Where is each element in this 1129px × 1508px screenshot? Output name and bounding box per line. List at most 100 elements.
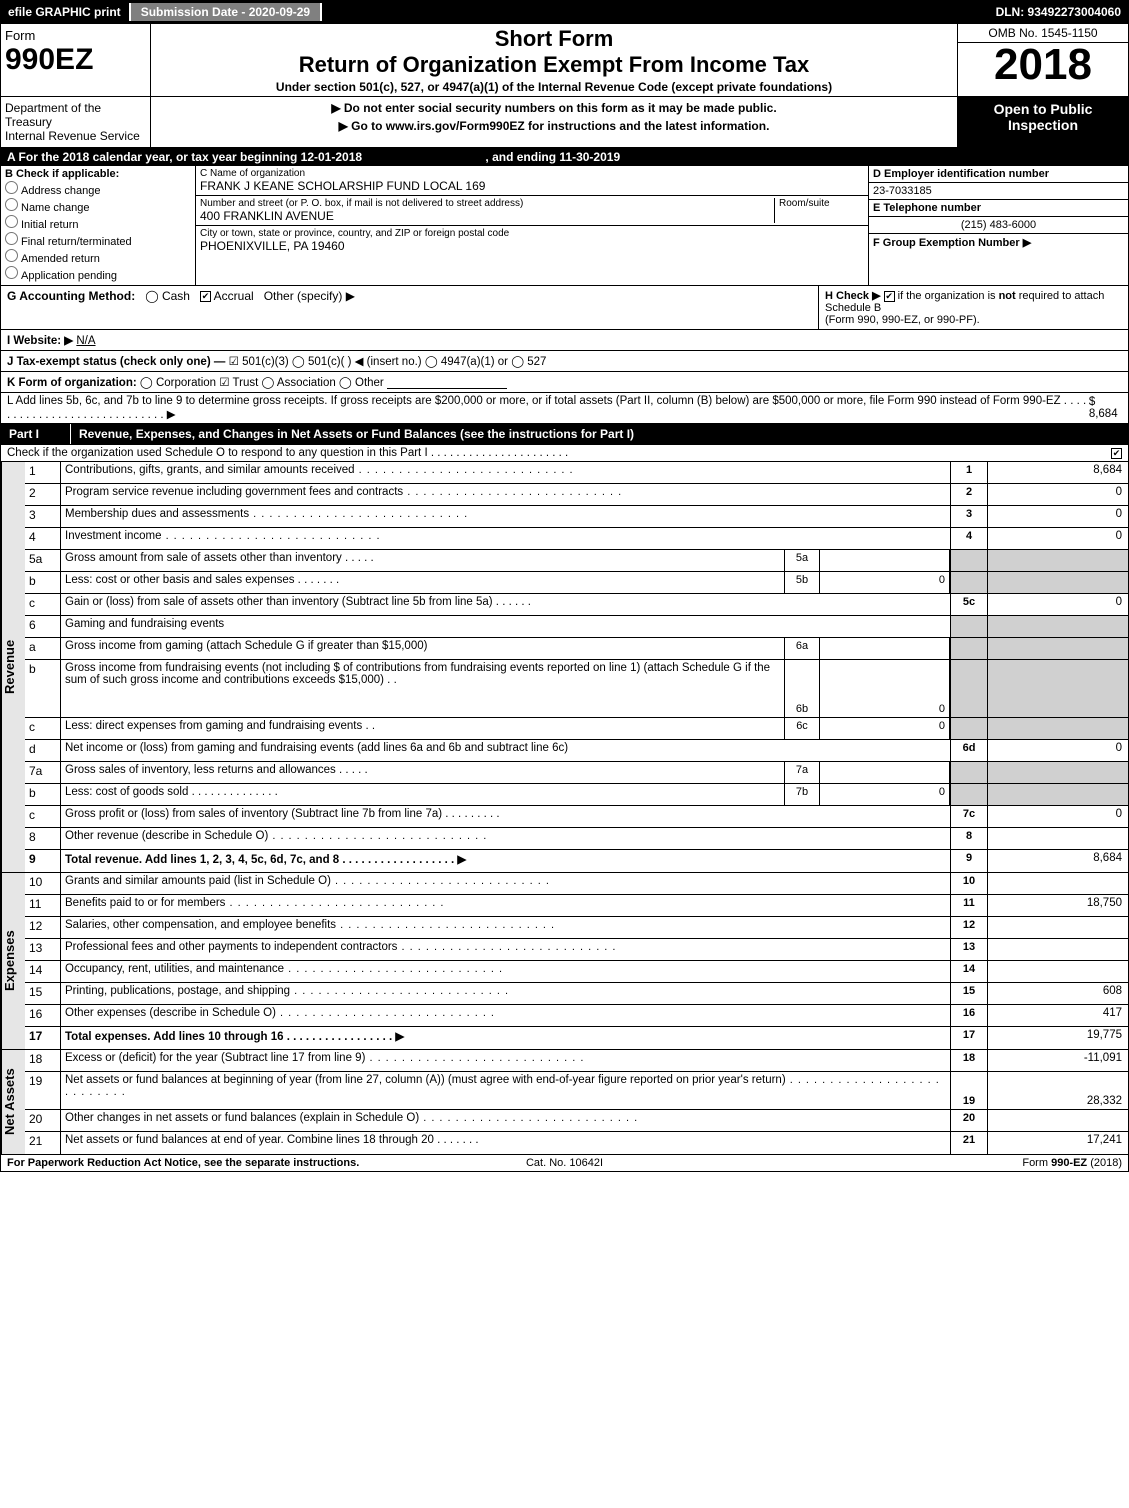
checkbox-accrual[interactable]: ✔ (200, 291, 211, 302)
amount-shaded (988, 572, 1128, 593)
efile-label[interactable]: efile GRAPHIC print (0, 3, 131, 21)
line-num: 6d (950, 740, 988, 761)
form-year-cell: OMB No. 1545-1150 2018 (958, 24, 1128, 96)
opt-final-return-label: Final return/terminated (21, 236, 132, 248)
info-block: B Check if applicable: Address change Na… (0, 166, 1129, 286)
row-desc: Gross income from fundraising events (no… (61, 660, 784, 717)
amount-cell: 0 (988, 506, 1128, 527)
row-num: a (25, 638, 61, 659)
opt-initial-return-label: Initial return (21, 219, 78, 231)
row-num: 12 (25, 917, 61, 938)
opt-application-pending-label: Application pending (21, 270, 117, 282)
row-num: 16 (25, 1005, 61, 1026)
org-name-row: C Name of organization FRANK J KEANE SCH… (196, 166, 868, 196)
row-desc-text: Other revenue (describe in Schedule O) (65, 830, 268, 842)
line-num: 3 (950, 506, 988, 527)
form-title: Return of Organization Exempt From Incom… (157, 52, 951, 78)
row-desc: Gaming and fundraising events (61, 616, 950, 637)
line-num-shaded (950, 718, 988, 739)
amount-cell (988, 961, 1128, 982)
row-num: d (25, 740, 61, 761)
opt-name-change[interactable]: Name change (5, 198, 191, 214)
instructions-cell: ▶ Do not enter social security numbers o… (151, 97, 958, 147)
sub-val: 0 (820, 718, 950, 739)
footer-center: Cat. No. 10642I (379, 1157, 751, 1169)
ein-label: D Employer identification number (869, 166, 1128, 183)
row-desc-text: Program service revenue including govern… (65, 486, 403, 498)
radio-final-return[interactable] (5, 232, 18, 245)
period-begin: A For the 2018 calendar year, or tax yea… (7, 150, 362, 164)
amount-cell (988, 939, 1128, 960)
row-desc: Total expenses. Add lines 10 through 16 … (61, 1027, 950, 1049)
line-j-label: J Tax-exempt status (check only one) — (7, 356, 225, 368)
amount-cell: 8,684 (988, 850, 1128, 872)
opt-cash[interactable]: Cash (162, 289, 190, 303)
line-num: 12 (950, 917, 988, 938)
opt-application-pending[interactable]: Application pending (5, 266, 191, 282)
city-row: City or town, state or province, country… (196, 226, 868, 255)
line-h: H Check ▶ ✔ if the organization is not r… (818, 286, 1128, 329)
amount-cell: 17,241 (988, 1132, 1128, 1154)
amount-cell (988, 1110, 1128, 1131)
radio-address-change[interactable] (5, 181, 18, 194)
row-desc: Other expenses (describe in Schedule O) (61, 1005, 950, 1026)
line-num: 8 (950, 828, 988, 849)
row-desc-text: Other expenses (describe in Schedule O) (65, 1007, 276, 1019)
line-h-text2: (Form 990, 990-EZ, or 990-PF). (825, 314, 980, 326)
line-num: 7c (950, 806, 988, 827)
line-num-shaded (950, 572, 988, 593)
goto-link[interactable]: ▶ Go to www.irs.gov/Form990EZ for instru… (155, 119, 953, 133)
revenue-rows: 1Contributions, gifts, grants, and simil… (25, 462, 1128, 872)
amount-cell: 0 (988, 484, 1128, 505)
tax-year: 2018 (958, 43, 1128, 87)
row-num: 4 (25, 528, 61, 549)
checkbox-schedule-o[interactable]: ✔ (1111, 448, 1122, 459)
section-def: D Employer identification number 23-7033… (868, 166, 1128, 285)
phone-value: (215) 483-6000 (869, 217, 1128, 234)
opt-amended-return[interactable]: Amended return (5, 249, 191, 265)
radio-application-pending[interactable] (5, 266, 18, 279)
line-j-options[interactable]: ☑ 501(c)(3) ◯ 501(c)( ) ◀ (insert no.) ◯… (229, 356, 547, 368)
line-num: 4 (950, 528, 988, 549)
opt-other[interactable]: Other (specify) ▶ (264, 289, 355, 303)
row-6b-desc1: Gross income from fundraising events (no… (65, 662, 340, 674)
line-num: 17 (950, 1027, 988, 1049)
period-end: , and ending 11-30-2019 (485, 150, 620, 164)
expenses-side-label: Expenses (1, 873, 25, 1049)
row-desc: Excess or (deficit) for the year (Subtra… (61, 1050, 950, 1071)
radio-amended-return[interactable] (5, 249, 18, 262)
short-form-title: Short Form (157, 26, 951, 52)
row-desc: Grants and similar amounts paid (list in… (61, 873, 950, 894)
org-name-value: FRANK J KEANE SCHOLARSHIP FUND LOCAL 169 (200, 179, 485, 193)
dept-label: Department of the Treasury (5, 101, 101, 129)
row-desc-text: Salaries, other compensation, and employ… (65, 919, 336, 931)
row-desc-text: Investment income (65, 530, 162, 542)
radio-name-change[interactable] (5, 198, 18, 211)
revenue-section: Revenue 1Contributions, gifts, grants, a… (0, 462, 1129, 873)
line-g-label: G Accounting Method: (7, 289, 135, 303)
opt-address-change[interactable]: Address change (5, 181, 191, 197)
amount-shaded (988, 660, 1128, 717)
public-note: ▶ Do not enter social security numbers o… (155, 101, 953, 115)
opt-accrual: Accrual (214, 289, 254, 303)
opt-final-return[interactable]: Final return/terminated (5, 232, 191, 248)
amount-cell (988, 873, 1128, 894)
row-num: 10 (25, 873, 61, 894)
row-num: b (25, 660, 61, 717)
row-desc-text: Excess or (deficit) for the year (Subtra… (65, 1052, 365, 1064)
sub-num: 6b (784, 660, 820, 717)
amount-shaded (988, 784, 1128, 805)
open-to-public-text: Open to Public Inspection (994, 101, 1093, 133)
radio-initial-return[interactable] (5, 215, 18, 228)
dln-label: DLN: 93492273004060 (996, 5, 1129, 19)
line-k: K Form of organization: ◯ Corporation ☑ … (0, 372, 1129, 393)
amount-cell: 0 (988, 740, 1128, 761)
row-desc: Other revenue (describe in Schedule O) (61, 828, 950, 849)
row-desc: Membership dues and assessments (61, 506, 950, 527)
opt-initial-return[interactable]: Initial return (5, 215, 191, 231)
checkbox-h[interactable]: ✔ (884, 291, 895, 302)
section-c: C Name of organization FRANK J KEANE SCH… (196, 166, 868, 285)
line-k-options[interactable]: ◯ Corporation ☑ Trust ◯ Association ◯ Ot… (140, 377, 384, 389)
line-i: I Website: ▶ N/A (0, 330, 1129, 351)
row-desc-text: Membership dues and assessments (65, 508, 249, 520)
